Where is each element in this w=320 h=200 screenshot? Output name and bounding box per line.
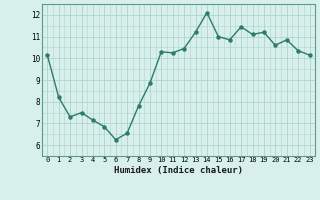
- X-axis label: Humidex (Indice chaleur): Humidex (Indice chaleur): [114, 166, 243, 175]
